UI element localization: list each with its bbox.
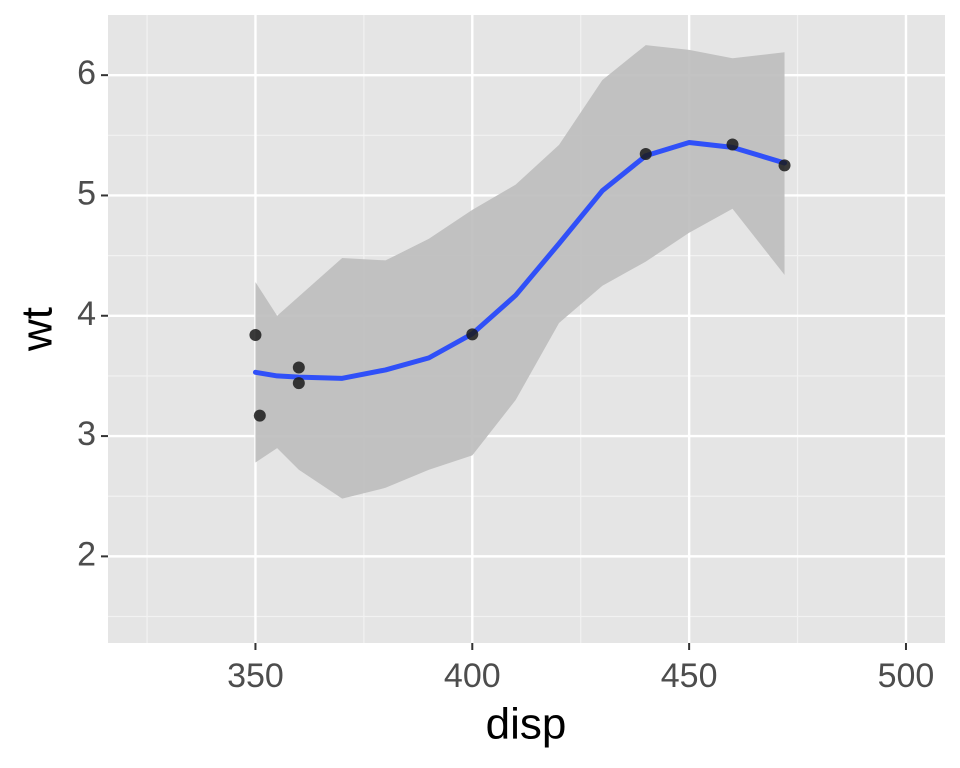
y-tick-label: 5 — [77, 174, 96, 212]
point — [778, 159, 791, 172]
plot-layer — [108, 15, 945, 643]
x-tick-label: 350 — [227, 657, 284, 695]
point — [253, 409, 266, 422]
x-tick-label: 400 — [444, 657, 501, 695]
point — [292, 377, 305, 390]
y-tick-label: 4 — [77, 295, 96, 333]
point — [292, 361, 305, 374]
x-axis-title: disp — [486, 700, 567, 749]
x-tick-label: 450 — [661, 657, 718, 695]
point — [639, 147, 652, 160]
point — [726, 138, 739, 151]
y-tick-label: 6 — [77, 54, 96, 92]
y-tick-label: 3 — [77, 415, 96, 453]
point — [249, 329, 262, 342]
point — [466, 328, 479, 341]
y-tick-label: 2 — [77, 535, 96, 573]
x-tick-label: 500 — [878, 657, 935, 695]
smooth-line — [252, 140, 788, 381]
confidence-band — [255, 45, 785, 499]
y-axis-title: wt — [13, 307, 62, 352]
